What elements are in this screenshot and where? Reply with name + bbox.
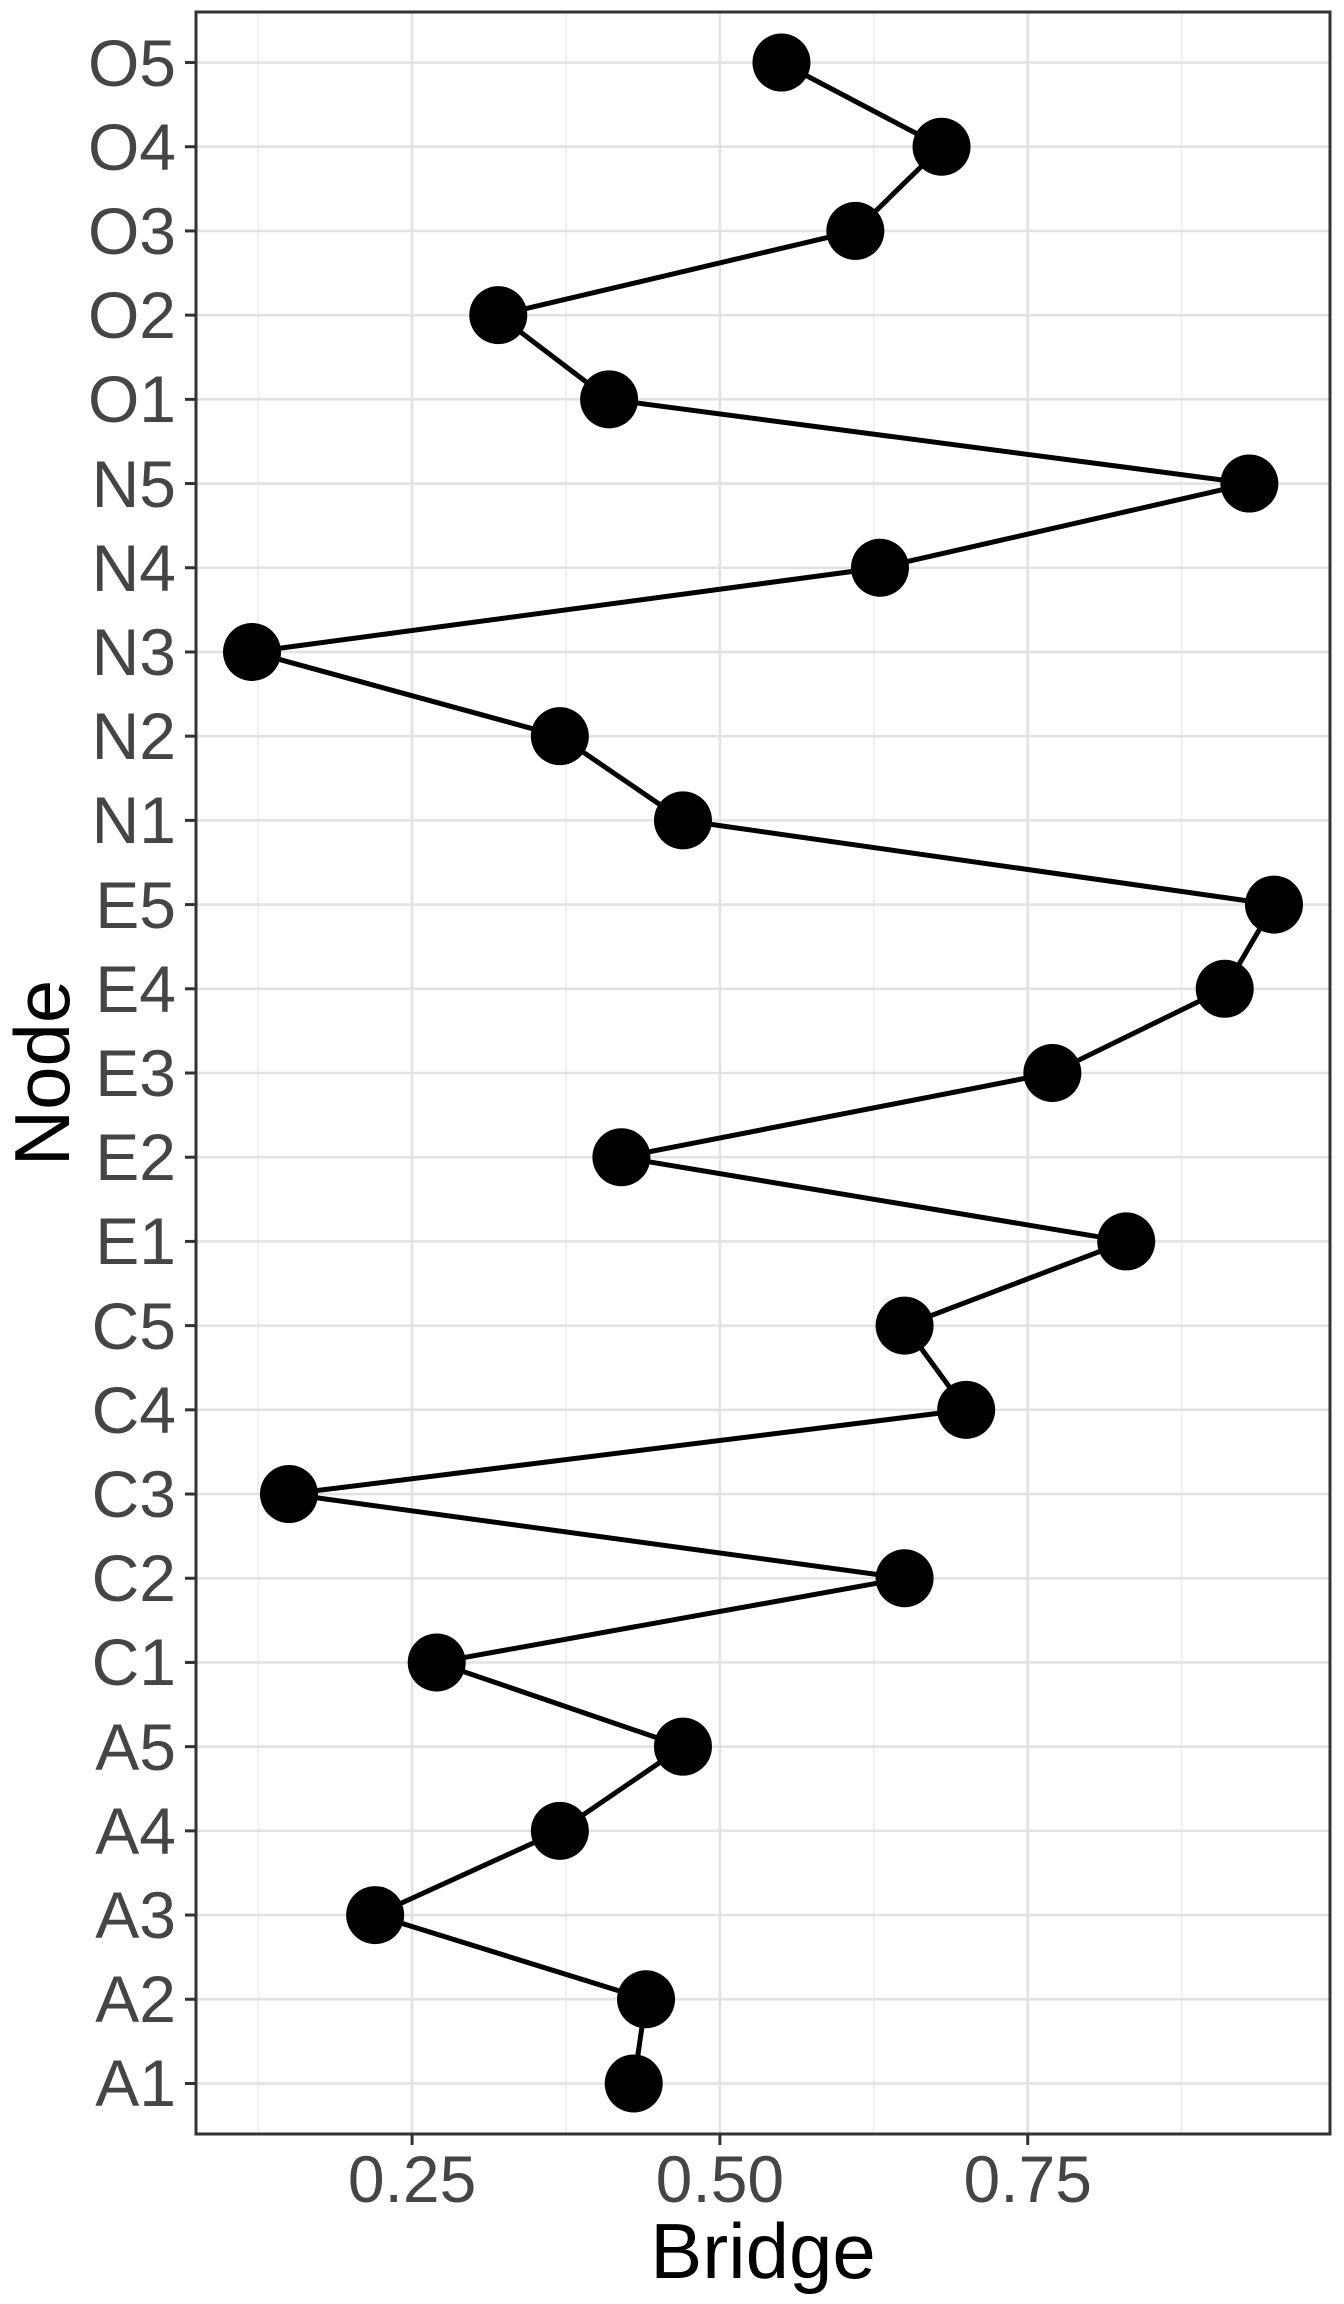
data-point-A5 — [653, 1717, 712, 1776]
y-tick-label-E3: E3 — [95, 1036, 176, 1110]
y-tick-label-O1: O1 — [87, 362, 176, 437]
data-point-N1 — [653, 791, 712, 850]
y-tick-label-A5: A5 — [95, 1709, 176, 1784]
data-point-A1 — [604, 2054, 663, 2113]
x-tick-label-0.75: 0.75 — [963, 2142, 1092, 2216]
y-tick-label-N2: N2 — [91, 699, 176, 774]
data-point-O5 — [752, 33, 811, 92]
y-tick-label-E1: E1 — [95, 1204, 176, 1279]
y-tick-label-A4: A4 — [95, 1793, 176, 1868]
data-point-O4 — [912, 117, 971, 176]
data-point-E3 — [1023, 1044, 1082, 1102]
data-point-A4 — [530, 1801, 589, 1860]
data-point-C2 — [875, 1549, 934, 1608]
data-point-N3 — [223, 622, 282, 681]
data-point-O3 — [826, 201, 885, 260]
y-tick-label-C3: C3 — [91, 1457, 176, 1532]
y-tick-label-N5: N5 — [91, 446, 176, 521]
data-point-O2 — [469, 286, 528, 345]
y-tick-label-C2: C2 — [91, 1541, 176, 1616]
data-point-E1 — [1097, 1212, 1156, 1271]
y-tick-label-O5: O5 — [87, 25, 176, 100]
y-tick-label-A2: A2 — [95, 1962, 176, 2037]
data-point-O1 — [580, 370, 639, 429]
y-tick-label-O2: O2 — [87, 278, 176, 353]
y-tick-label-N3: N3 — [91, 614, 176, 689]
y-tick-label-O3: O3 — [87, 193, 176, 268]
x-tick-label-0.25: 0.25 — [347, 2142, 477, 2216]
y-tick-label-C4: C4 — [91, 1372, 176, 1447]
data-point-C4 — [937, 1380, 996, 1439]
y-tick-label-N1: N1 — [91, 783, 176, 858]
data-point-C1 — [407, 1633, 466, 1692]
y-tick-label-E4: E4 — [95, 951, 176, 1026]
y-tick-label-C5: C5 — [91, 1288, 176, 1363]
data-point-N2 — [530, 707, 589, 766]
y-tick-label-C1: C1 — [91, 1625, 176, 1700]
data-point-A3 — [346, 1886, 405, 1945]
y-tick-label-A3: A3 — [95, 1878, 176, 1953]
y-tick-label-O4: O4 — [87, 109, 176, 184]
y-tick-label-N4: N4 — [91, 530, 176, 605]
x-axis-title: Bridge — [650, 2207, 876, 2295]
x-tick-label-0.50: 0.50 — [655, 2142, 785, 2216]
y-tick-label-E5: E5 — [95, 867, 176, 942]
data-point-N4 — [850, 538, 909, 597]
y-tick-label-E2: E2 — [95, 1120, 176, 1195]
data-point-A2 — [617, 1970, 676, 2029]
data-point-C3 — [259, 1465, 318, 1524]
y-tick-label-A1: A1 — [95, 2046, 176, 2121]
data-point-E4 — [1195, 959, 1254, 1018]
data-point-E2 — [592, 1128, 651, 1187]
data-point-N5 — [1220, 454, 1279, 513]
data-point-C5 — [875, 1296, 934, 1355]
data-point-E5 — [1244, 875, 1303, 934]
